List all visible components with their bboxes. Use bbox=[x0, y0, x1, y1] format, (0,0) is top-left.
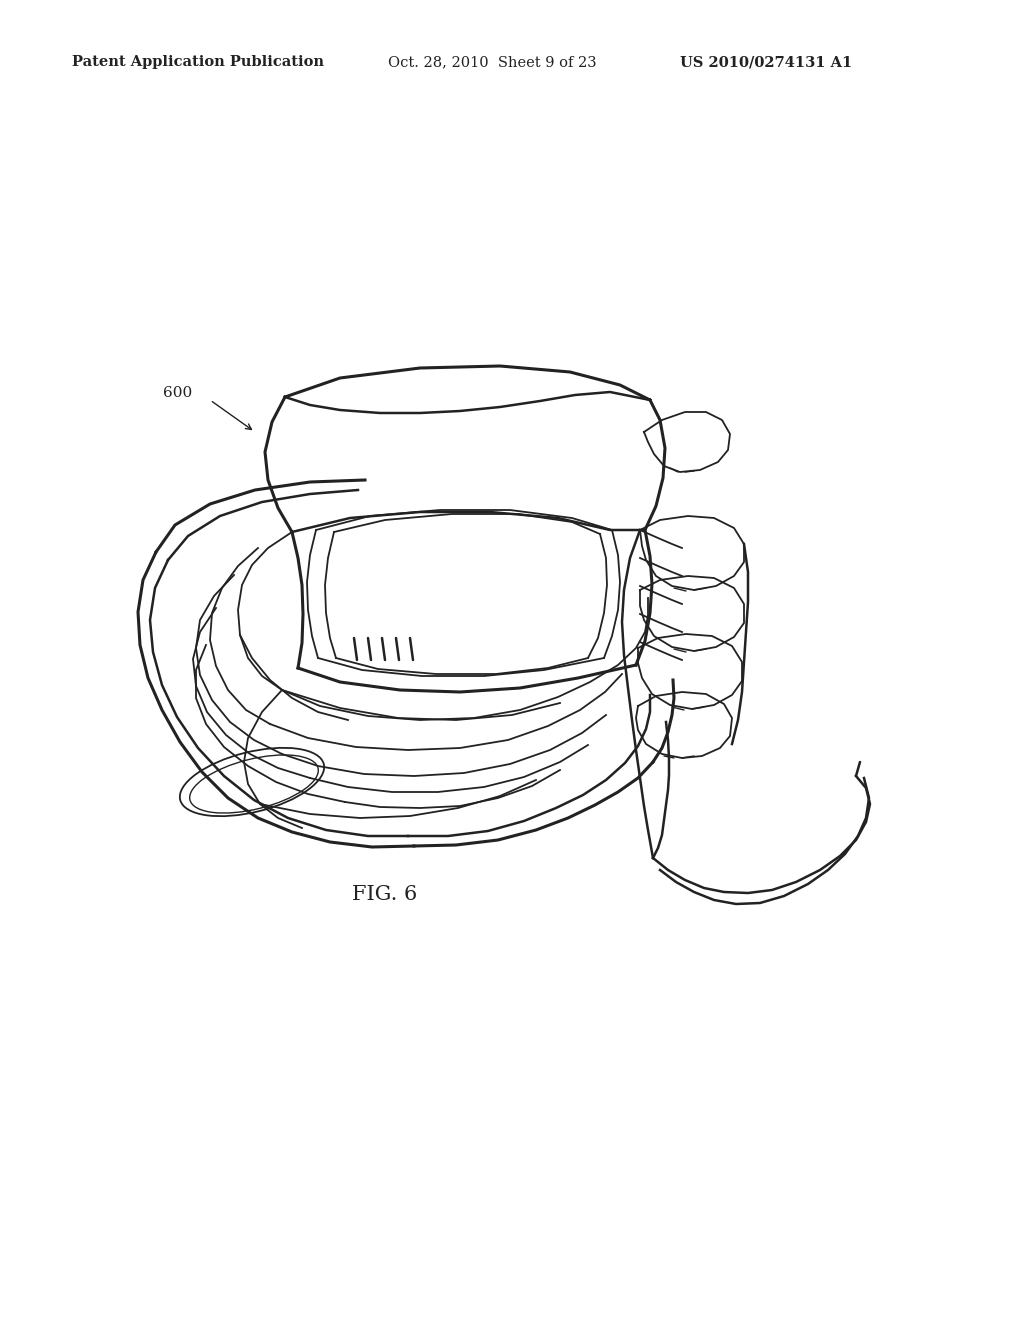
Text: 600: 600 bbox=[163, 385, 193, 400]
Text: Oct. 28, 2010  Sheet 9 of 23: Oct. 28, 2010 Sheet 9 of 23 bbox=[388, 55, 597, 69]
Text: FIG. 6: FIG. 6 bbox=[352, 886, 418, 904]
Text: US 2010/0274131 A1: US 2010/0274131 A1 bbox=[680, 55, 852, 69]
Text: Patent Application Publication: Patent Application Publication bbox=[72, 55, 324, 69]
